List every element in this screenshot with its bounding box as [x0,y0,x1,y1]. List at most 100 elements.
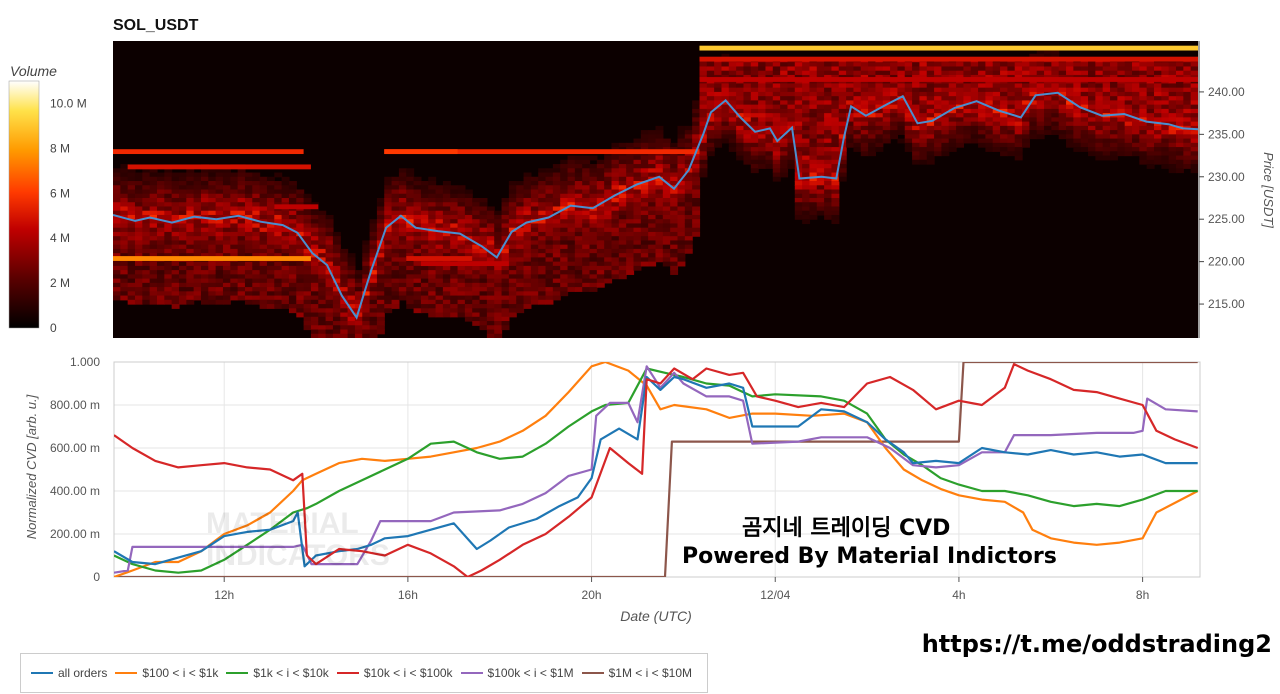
heatmap-cell [369,325,378,331]
heatmap-cell [692,113,701,118]
heatmap-cell [340,257,349,263]
heatmap-cell [1080,87,1089,93]
heatmap-cell [890,62,899,68]
heatmap-cell [626,261,635,267]
heatmap-cell [596,227,605,233]
annotation-powered-by: Powered By Material Indictors [682,544,1057,569]
heatmap-cell [545,172,554,178]
heatmap-title: SOL_USDT [113,17,199,34]
heatmap-cell [340,282,349,288]
heatmap-cell [325,274,334,280]
heatmap-cell [706,117,715,123]
heatmap-cell [516,219,525,225]
heatmap-cell [1168,108,1177,114]
heatmap-cell [677,185,686,191]
heatmap-cell [230,210,239,216]
heatmap-cell [772,151,781,157]
heatmap-cell [1110,117,1118,123]
heatmap-cell [1139,70,1148,76]
heatmap-cell [428,219,437,225]
heatmap-cell [853,134,862,140]
heatmap-cell [662,257,671,263]
heatmap-cell [310,240,319,246]
heatmap-cell [758,108,767,114]
heatmap-cell [134,227,143,233]
heatmap-cell [376,274,385,280]
heatmap-cell [332,270,341,275]
heatmap-cell [523,248,532,254]
heatmap-cell [354,282,363,288]
heatmap-cell [193,231,202,237]
heatmap-cell [596,261,605,267]
heatmap-cell [545,244,554,250]
heatmap-cell [860,108,869,114]
heatmap-cell [1132,91,1140,97]
heatmap-cell [816,108,825,114]
heatmap-cell [838,130,847,135]
legend-item[interactable]: $1M < i < $10M [581,666,692,680]
legend-item[interactable]: $100k < i < $1M [460,666,574,680]
heatmap-cell [824,197,833,203]
heatmap-cell [714,91,723,97]
heatmap-cell [464,227,473,233]
heatmap-cell [882,121,891,127]
heatmap-cell [589,278,598,284]
heatmap-cell [1029,117,1038,123]
heatmap-cell [875,117,884,123]
heatmap-cell [171,214,180,220]
heatmap-cell [552,244,561,250]
heatmap-cell [1058,91,1067,97]
heatmap-cell [325,278,334,284]
heatmap-cell [948,134,957,140]
heatmap-cell [303,270,312,275]
heatmap-cell [1066,96,1074,101]
heatmap-cell [479,291,488,297]
heatmap-cell [926,159,935,165]
heatmap-cell [1110,83,1118,89]
heatmap-cell [560,172,569,178]
heatmap-cell [127,240,136,246]
heatmap-cell [560,227,569,233]
heatmap-cell [354,295,363,301]
heatmap-cell [186,193,195,199]
heatmap-cell [398,240,407,246]
heatmap-cell [1036,117,1045,123]
heatmap-cell [516,206,525,212]
heatmap-cell [134,202,143,208]
heatmap-cell [120,287,129,292]
heatmap-cell [186,287,195,292]
heatmap-cell [149,219,158,225]
heatmap-cell [178,231,187,237]
heatmap-cell [574,164,583,169]
legend-item[interactable]: $10k < i < $100k [336,666,453,680]
heatmap-cell [838,113,847,118]
heatmap-cell [318,231,327,237]
telegram-link[interactable]: https://t.me/oddstrading2 [921,630,1272,658]
heatmap-cell [1183,91,1192,97]
heatmap-cell [384,299,393,305]
heatmap-cell [538,206,547,212]
heatmap-cell [420,240,429,246]
heatmap-cell [897,108,906,114]
heatmap-cell [318,278,327,284]
heatmap-cell [244,282,253,288]
heatmap-cell [552,172,561,178]
heatmap-cell [494,210,503,216]
heatmap-cell [252,240,261,246]
legend-item[interactable]: all orders [31,666,107,680]
heatmap-cell [230,185,239,191]
heatmap-cell [457,291,466,297]
legend-item[interactable]: $100 < i < $1k [115,666,218,680]
colorbar-ticks: 02 M4 M6 M8 M10.0 M [50,96,87,335]
heatmap-cell [640,227,649,233]
legend-item[interactable]: $1k < i < $10k [226,666,329,680]
heatmap-cell [860,147,869,152]
heatmap-cell [208,223,217,229]
heatmap-cell [420,248,429,254]
heatmap-cell [574,189,583,195]
heatmap-cell [772,91,781,97]
heatmap-cell [1066,117,1074,123]
heatmap-cell [200,172,209,178]
heatmap-cell [838,87,847,93]
